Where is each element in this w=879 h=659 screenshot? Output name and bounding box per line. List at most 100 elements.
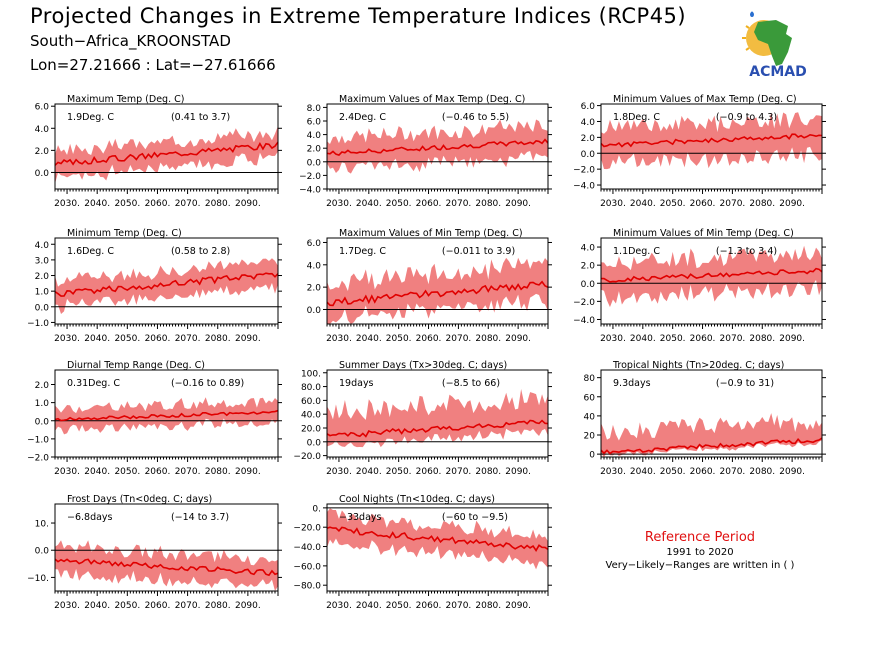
y-tick-label: 2.0 [307, 284, 322, 294]
y-tick-label: 2.0 [307, 145, 322, 155]
y-tick-label: 4.0 [307, 261, 322, 271]
y-tick-label: 80.0 [301, 383, 321, 393]
x-tick-label: 2090. [779, 334, 805, 344]
panel-11: 0. −20.0 −40.0 −60.0 −80.0 2030. 2040. 2050. 206… [293, 494, 552, 611]
x-tick-label: 2050. [114, 199, 140, 209]
x-tick-label: 2070. [175, 199, 201, 209]
x-tick-label: 2060. [690, 467, 716, 477]
x-tick-label: 2070. [175, 467, 201, 477]
change-label: 0.31Deg. C [67, 378, 120, 389]
x-tick-label: 2070. [175, 334, 201, 344]
median-series-line [600, 267, 823, 283]
y-tick-label: −4.0 [573, 316, 595, 326]
x-tick-label: 2070. [720, 467, 746, 477]
panel-10: 10. 0.0 −10. 2030. 2040. 2050. 2060. 2070. 2080.… [27, 494, 282, 611]
x-tick-label: 2060. [145, 199, 171, 209]
median-series-line [326, 419, 549, 438]
y-tick-label: 0.0 [307, 438, 322, 448]
panel-title: Minimum Values of Min Temp (Deg. C) [613, 228, 794, 239]
x-tick-label: 2040. [630, 334, 656, 344]
x-tick-label: 2080. [475, 467, 501, 477]
y-tick-label: −2.0 [299, 172, 321, 182]
change-label: 1.7Deg. C [339, 246, 386, 257]
x-tick-label: 2060. [416, 467, 442, 477]
median-series-line [600, 133, 823, 148]
x-tick-label: 2090. [505, 199, 531, 209]
panel-5: 6.0 4.0 2.0 0.0 2030. 2040. 2050. 2060. 2070. 208… [307, 228, 552, 344]
x-tick-label: 2080. [205, 601, 231, 611]
x-tick-label: 2060. [416, 199, 442, 209]
y-tick-label: −1.0 [27, 319, 49, 329]
x-tick-label: 2080. [475, 199, 501, 209]
y-tick-label: 8.0 [307, 104, 322, 114]
y-tick-label: 6.0 [307, 118, 322, 128]
x-tick-label: 2090. [235, 199, 261, 209]
x-tick-label: 2080. [749, 467, 775, 477]
x-tick-label: 2090. [505, 601, 531, 611]
y-tick-label: 40 [584, 412, 596, 422]
x-tick-label: 2030. [54, 601, 80, 611]
y-tick-label: 4.0 [307, 131, 322, 141]
x-tick-label: 2080. [205, 199, 231, 209]
change-label: −6.8days [67, 512, 113, 523]
y-tick-label: 0.0 [35, 417, 50, 427]
x-tick-label: 2070. [446, 199, 472, 209]
acmad-logo-icon [742, 11, 792, 66]
y-tick-label: 6.0 [581, 102, 596, 112]
x-tick-label: 2080. [749, 199, 775, 209]
x-tick-label: 2040. [356, 467, 382, 477]
y-tick-label: 0.0 [307, 158, 322, 168]
x-tick-label: 2050. [386, 334, 412, 344]
panel-1: 6.0 4.0 2.0 0.0 2030. 2040. 2050. 2060. 2070. 208… [35, 94, 282, 209]
panel-2: 8.0 6.0 4.0 2.0 0.0 −2.0 −4.0 2030. 2040. 2050. 20… [299, 94, 552, 209]
panel-title: Maximum Values of Min Temp (Deg. C) [339, 228, 523, 239]
likely-range-label: (−14 to 3.7) [171, 512, 229, 523]
likely-range-label: (0.58 to 2.8) [171, 246, 230, 257]
panel-6: 4.0 2.0 0.0 −2.0 −4.0 2030. 2040. 2050. 2060. 207… [573, 228, 826, 344]
x-tick-label: 2050. [114, 601, 140, 611]
panel-title: Frost Days (Tn<0deg. C; days) [67, 494, 212, 505]
y-tick-label: 4.0 [35, 125, 50, 135]
x-tick-label: 2050. [114, 334, 140, 344]
median-series-line [54, 272, 279, 297]
panel-8: 100. 80.0 60.0 40.0 20.0 0.0 −20.0 2030. 2040. 20… [293, 360, 552, 477]
change-label: 9.3days [613, 378, 651, 389]
x-tick-label: 2030. [326, 601, 352, 611]
likely-range-label: (0.41 to 3.7) [171, 112, 230, 123]
x-tick-label: 2030. [600, 467, 626, 477]
x-tick-label: 2030. [326, 334, 352, 344]
y-tick-label: 3.0 [35, 256, 50, 266]
x-tick-label: 2090. [505, 467, 531, 477]
x-tick-label: 2090. [235, 467, 261, 477]
x-tick-label: 2050. [386, 467, 412, 477]
likely-range-label: (−60 to −9.5) [442, 512, 508, 523]
y-tick-label: −2.0 [573, 298, 595, 308]
likely-range-label: (−0.011 to 3.9) [442, 246, 515, 257]
panel-title: Cool Nights (Tn<10deg. C; days) [339, 494, 495, 505]
panel-4: 4.0 3.0 2.0 1.0 0.0 −1.0 2030. 2040. 2050. 2060. 2… [27, 228, 282, 344]
x-tick-label: 2080. [475, 334, 501, 344]
x-tick-label: 2090. [779, 467, 805, 477]
coordinates-label: Lon=27.21666 : Lat=−27.61666 [30, 56, 276, 74]
x-tick-label: 2030. [600, 334, 626, 344]
x-tick-label: 2090. [235, 334, 261, 344]
panel-9: 80 60 40 20 0 2030. 2040. 2050. 2060. 2070. 2080. 2… [584, 360, 826, 477]
x-tick-label: 2040. [84, 601, 110, 611]
y-tick-label: 100. [301, 369, 321, 379]
y-tick-label: 0.0 [581, 150, 596, 160]
likely-range-label: (−1.3 to 3.4) [716, 246, 777, 257]
y-tick-label: 20 [584, 432, 596, 442]
x-tick-label: 2040. [630, 467, 656, 477]
y-tick-label: 2.0 [581, 134, 596, 144]
y-tick-label: −80.0 [293, 582, 321, 592]
median-series-line [54, 558, 279, 577]
x-tick-label: 2040. [84, 334, 110, 344]
change-label: −33days [339, 512, 382, 523]
x-tick-label: 2050. [114, 467, 140, 477]
x-tick-label: 2080. [205, 334, 231, 344]
x-tick-label: 2080. [475, 601, 501, 611]
x-tick-label: 2030. [600, 199, 626, 209]
change-label: 1.8Deg. C [613, 112, 660, 123]
likely-range-label: (−0.16 to 0.89) [171, 378, 244, 389]
